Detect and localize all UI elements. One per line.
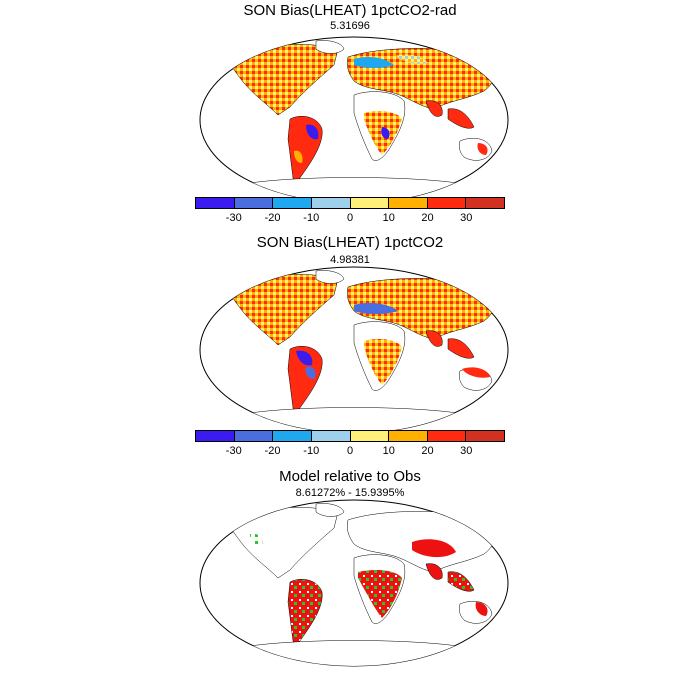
colorbar-tick-label: 10 [382,212,395,224]
colorbar-swatch [196,198,235,208]
panel2-land [227,270,496,433]
panel3-title: Model relative to Obs [279,468,421,485]
colorbar-swatch [273,198,312,208]
colorbar-tick-label: 0 [346,212,354,224]
colorbar-swatch [466,198,504,208]
colorbar-swatch [427,431,467,441]
panel3-subtitle: 8.61272% - 15.9395% [295,487,405,499]
colorbar-swatch [311,431,351,441]
panel1-colorbar [195,197,505,209]
panel2-colorbar [195,430,505,442]
panel2-colorbar-ticks: -30 -20 -10 0 10 20 30 [195,445,505,459]
panel1-map [199,36,509,204]
colorbar-swatch [311,198,351,208]
colorbar-tick-label: -10 [303,445,320,457]
colorbar-tick-label: -20 [264,445,281,457]
colorbar-tick-label: 20 [421,445,434,457]
colorbar-tick-label: -20 [264,212,281,224]
colorbar-tick-label: -10 [303,212,320,224]
colorbar-tick-label: 30 [460,212,473,224]
panel3-map [199,499,509,667]
colorbar-swatch [389,198,428,208]
panel2-subtitle: 4.98381 [330,254,370,266]
colorbar-swatch [234,198,274,208]
panel2-title: SON Bias(LHEAT) 1pctCO2 [256,234,444,251]
colorbar-tick-label: 10 [382,445,395,457]
colorbar-swatch [350,431,390,441]
colorbar-tick-label: 0 [346,445,354,457]
colorbar-tick-label: 20 [421,212,434,224]
colorbar-tick-label: 30 [460,445,473,457]
colorbar-swatch [427,198,467,208]
colorbar-swatch [273,431,312,441]
panel1-title: SON Bias(LHEAT) 1pctCO2-rad [243,2,457,19]
colorbar-tick-label: -30 [225,445,242,457]
colorbar-swatch [234,431,274,441]
colorbar-tick-label: -30 [225,212,242,224]
panel1-subtitle: 5.31696 [330,20,370,32]
panel2-map [199,266,509,434]
colorbar-swatch [389,431,428,441]
colorbar-swatch [196,431,235,441]
panel1-colorbar-ticks: -30 -20 -10 0 10 20 30 [195,212,505,226]
colorbar-swatch [350,198,390,208]
colorbar-swatch [466,431,504,441]
